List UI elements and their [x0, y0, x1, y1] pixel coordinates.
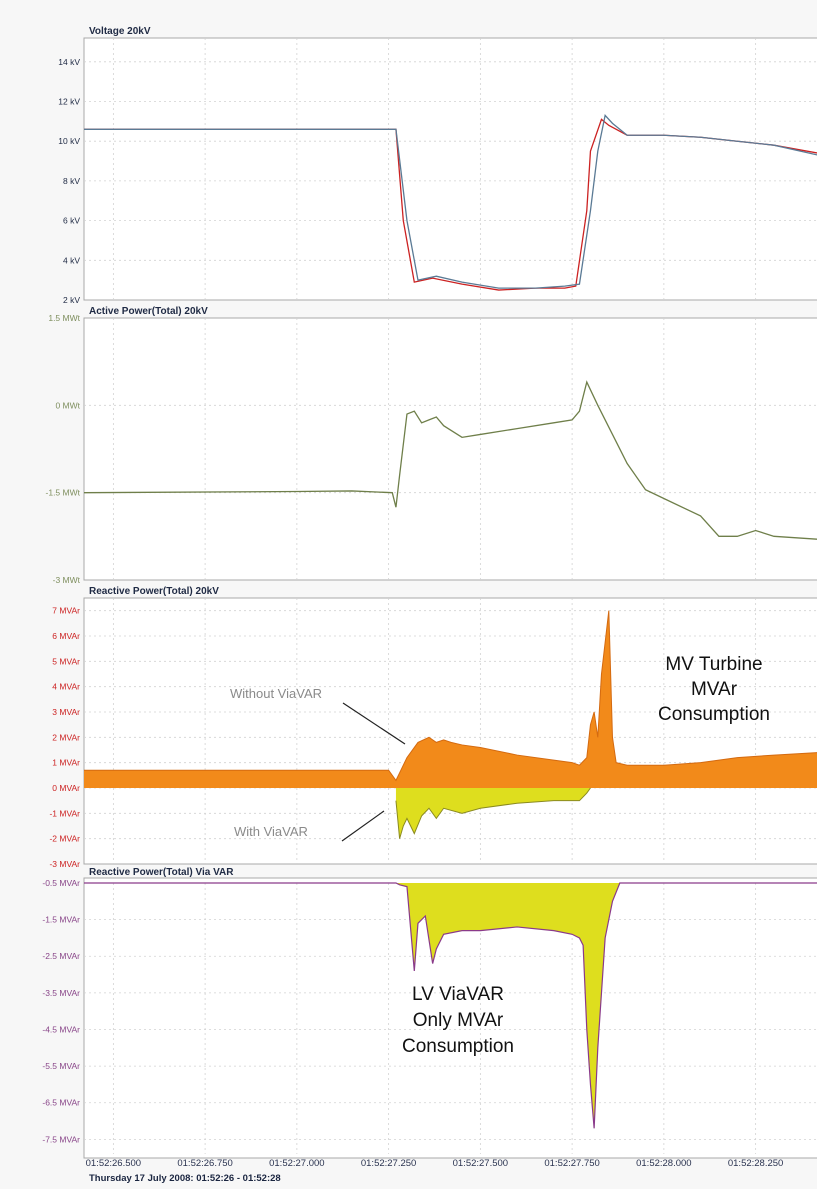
- x-tick-label: 01:52:28.000: [636, 1158, 691, 1169]
- active-panel-frame: [83, 317, 817, 581]
- active-series-line-0: [83, 380, 817, 540]
- with-viavar-line: [395, 787, 591, 839]
- reactive-panel-frame: [83, 597, 817, 865]
- x-tick-label: 01:52:27.250: [361, 1158, 416, 1169]
- voltage-ytick-label: 10 kV: [58, 136, 80, 146]
- reactive-ytick-label: 4 MVAr: [52, 682, 80, 692]
- viavar-ytick-label: -1.5 MVAr: [42, 915, 80, 925]
- reactive-ytick-label: 3 MVAr: [52, 707, 80, 717]
- x-tick-label: 01:52:26.750: [177, 1158, 232, 1169]
- x-tick-label: 01:52:26.500: [86, 1158, 141, 1169]
- viavar-ytick-label: -2.5 MVAr: [42, 951, 80, 961]
- reactive-ytick-label: 2 MVAr: [52, 732, 80, 742]
- grid-layer: [84, 38, 817, 1154]
- viavar-chart-title: Reactive Power(Total) Via VAR: [89, 867, 234, 878]
- without-viavar-label: Without ViaVAR: [230, 686, 322, 701]
- voltage-ytick-label: 14 kV: [58, 57, 80, 67]
- x-tick-label: 01:52:27.000: [269, 1158, 324, 1169]
- mv-annotation-line-2: MVAr: [691, 679, 738, 700]
- without-viavar-pointer: [342, 702, 406, 745]
- viavar-area: [84, 883, 817, 1129]
- active-ytick-label: 1.5 MWt: [48, 313, 80, 323]
- active-chart-title: Active Power(Total) 20kV: [89, 306, 208, 317]
- viavar-ytick-label: -5.5 MVAr: [42, 1061, 80, 1071]
- reactive-ytick-label: 5 MVAr: [52, 656, 80, 666]
- voltage-ytick-label: 8 kV: [63, 176, 80, 186]
- voltage-ytick-label: 6 kV: [63, 216, 80, 226]
- reactive-ytick-label: 7 MVAr: [52, 606, 80, 616]
- voltage-ytick-label: 12 kV: [58, 97, 80, 107]
- lv-annotation-line-3: Consumption: [402, 1036, 514, 1057]
- reactive-ytick-label: 0 MVAr: [52, 783, 80, 793]
- active-ytick-label: -3 MWt: [53, 575, 81, 585]
- viavar-ytick-label: -6.5 MVAr: [42, 1098, 80, 1108]
- mv-annotation-line-3: Consumption: [658, 704, 770, 725]
- reactive-ytick-label: 6 MVAr: [52, 631, 80, 641]
- with-viavar-area: [395, 788, 591, 839]
- x-tick-label: 01:52:27.500: [453, 1158, 508, 1169]
- viavar-ytick-label: -3.5 MVAr: [42, 988, 80, 998]
- viavar-line: [84, 882, 817, 1129]
- tick-layer: 2 kV 4 kV 6 kV 8 kV 10 kV 12 kV 14 kV -3 MWt -1.…: [42, 57, 783, 1169]
- voltage-series-line-1: [84, 114, 817, 289]
- voltage-panel-frame: [83, 37, 817, 301]
- lv-annotation-line-1: LV ViaVAR: [412, 984, 504, 1005]
- series-layer: [83, 114, 817, 1129]
- voltage-chart-title: Voltage 20kV: [89, 26, 151, 37]
- mv-annotation-line-1: MV Turbine: [665, 654, 762, 675]
- voltage-ytick-label: 4 kV: [63, 255, 80, 265]
- voltage-ytick-label: 2 kV: [63, 295, 80, 305]
- viavar-ytick-label: -7.5 MVAr: [42, 1134, 80, 1144]
- reactive-chart-title: Reactive Power(Total) 20kV: [89, 586, 219, 597]
- viavar-ytick-label: -0.5 MVAr: [42, 878, 80, 888]
- active-ytick-label: 0 MWt: [55, 400, 80, 410]
- footer-date-range: Thursday 17 July 2008: 01:52:26 - 01:52:…: [89, 1173, 281, 1184]
- without-viavar-line: [84, 610, 817, 782]
- lv-annotation-line-2: Only MVAr: [413, 1010, 504, 1031]
- reactive-ytick-label: -1 MVAr: [49, 808, 80, 818]
- active-ytick-label: -1.5 MWt: [46, 488, 81, 498]
- reactive-ytick-label: -2 MVAr: [49, 834, 80, 844]
- viavar-ytick-label: -4.5 MVAr: [42, 1024, 80, 1034]
- with-viavar-label: With ViaVAR: [234, 824, 308, 839]
- x-tick-label: 01:52:28.250: [728, 1158, 783, 1169]
- reactive-ytick-label: 1 MVAr: [52, 758, 80, 768]
- reactive-ytick-label: -3 MVAr: [49, 859, 80, 869]
- x-tick-label: 01:52:27.750: [544, 1158, 599, 1169]
- with-viavar-pointer: [341, 810, 385, 842]
